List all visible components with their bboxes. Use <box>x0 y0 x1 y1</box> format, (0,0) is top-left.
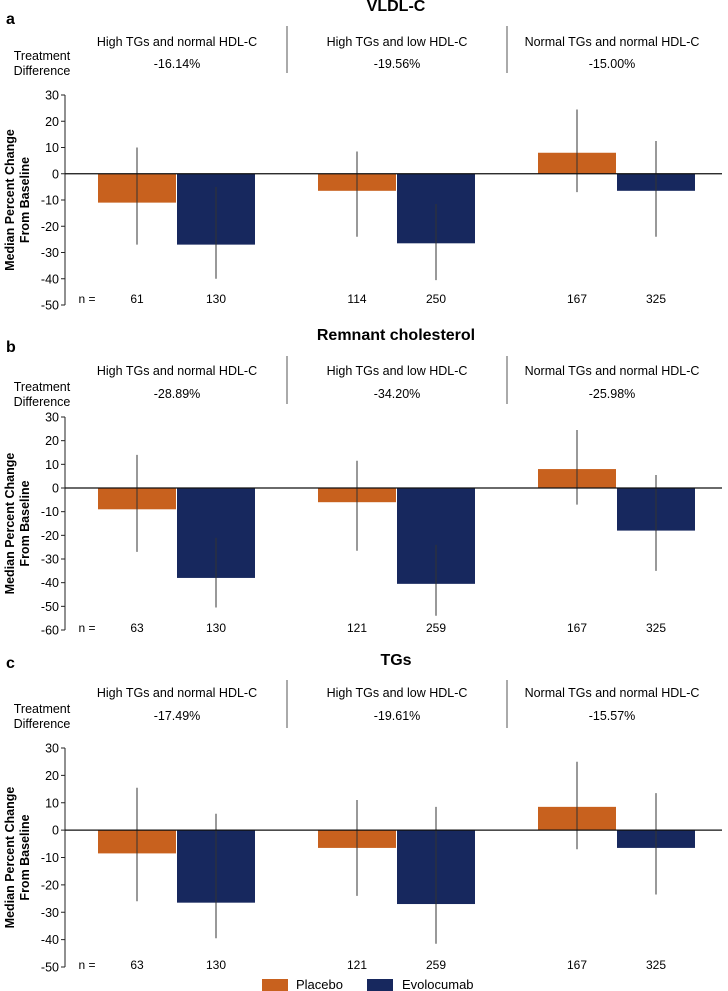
y-tick-label: -20 <box>41 529 59 543</box>
legend-label-placebo: Placebo <box>296 977 343 991</box>
y-tick-label: -40 <box>41 933 59 947</box>
y-tick-label: -20 <box>41 878 59 892</box>
y-tick-label: -60 <box>41 624 59 638</box>
n-count: 130 <box>206 958 226 972</box>
y-tick-label: 20 <box>45 769 59 783</box>
treatment-difference-label: Treatment <box>14 702 71 716</box>
n-count: 121 <box>347 621 367 635</box>
y-tick-label: -50 <box>41 299 59 313</box>
group-header: Normal TGs and normal HDL-C <box>525 364 700 378</box>
legend-swatch-evolocumab <box>367 979 393 991</box>
y-tick-label: 20 <box>45 115 59 129</box>
n-count: 167 <box>567 958 587 972</box>
y-tick-label: -40 <box>41 576 59 590</box>
y-tick-label: 10 <box>45 458 59 472</box>
y-tick-label: 10 <box>45 796 59 810</box>
n-count: 63 <box>130 958 144 972</box>
panel-letter: b <box>6 339 16 356</box>
treatment-difference-label: Difference <box>14 717 71 731</box>
n-count: 325 <box>646 621 666 635</box>
treatment-difference-value: -17.49% <box>154 709 201 723</box>
y-tick-label: 30 <box>45 411 59 425</box>
panel-letter: a <box>6 11 15 28</box>
n-count: 130 <box>206 621 226 635</box>
panel-title: TGs <box>380 652 411 669</box>
y-axis-label: Median Percent Change <box>3 453 17 595</box>
y-axis-label: From Baseline <box>18 157 32 243</box>
y-tick-label: 30 <box>45 89 59 103</box>
treatment-difference-value: -19.56% <box>374 57 421 71</box>
y-axis-label: From Baseline <box>18 480 32 566</box>
treatment-difference-value: -19.61% <box>374 709 421 723</box>
n-count: 259 <box>426 621 446 635</box>
n-count: 167 <box>567 292 587 306</box>
n-count: 167 <box>567 621 587 635</box>
y-tick-label: -10 <box>41 851 59 865</box>
n-count: 259 <box>426 958 446 972</box>
n-count: 325 <box>646 958 666 972</box>
y-tick-label: -50 <box>41 961 59 975</box>
panel-title: Remnant cholesterol <box>317 327 475 344</box>
y-axis-label: Median Percent Change <box>3 787 17 929</box>
n-count: 61 <box>130 292 144 306</box>
panel-letter: c <box>6 655 15 672</box>
n-count: 130 <box>206 292 226 306</box>
y-axis-label: Median Percent Change <box>3 129 17 271</box>
legend: Placebo Evolocumab <box>262 977 474 991</box>
y-tick-label: -30 <box>41 553 59 567</box>
n-count: 325 <box>646 292 666 306</box>
legend-label-evolocumab: Evolocumab <box>402 977 474 991</box>
treatment-difference-value: -34.20% <box>374 387 421 401</box>
treatment-difference-label: Difference <box>14 395 71 409</box>
treatment-difference-value: -15.00% <box>589 57 636 71</box>
panel-title: VLDL-C <box>367 0 426 15</box>
y-tick-label: 30 <box>45 742 59 756</box>
treatment-difference-value: -16.14% <box>154 57 201 71</box>
y-tick-label: -50 <box>41 600 59 614</box>
y-tick-label: -20 <box>41 220 59 234</box>
group-header: High TGs and normal HDL-C <box>97 35 257 49</box>
treatment-difference-label: Treatment <box>14 380 71 394</box>
group-header: High TGs and normal HDL-C <box>97 686 257 700</box>
y-tick-label: -10 <box>41 194 59 208</box>
y-tick-label: 0 <box>52 167 59 181</box>
y-tick-label: -30 <box>41 906 59 920</box>
treatment-difference-value: -25.98% <box>589 387 636 401</box>
treatment-difference-label: Difference <box>14 64 71 78</box>
n-prefix: n = <box>78 292 95 306</box>
group-header: Normal TGs and normal HDL-C <box>525 686 700 700</box>
n-count: 121 <box>347 958 367 972</box>
group-header: High TGs and low HDL-C <box>327 35 468 49</box>
y-tick-label: -30 <box>41 246 59 260</box>
group-header: High TGs and low HDL-C <box>327 364 468 378</box>
y-tick-label: 20 <box>45 434 59 448</box>
n-count: 114 <box>347 292 366 306</box>
n-prefix: n = <box>78 621 95 635</box>
y-tick-label: 0 <box>52 824 59 838</box>
legend-swatch-placebo <box>262 979 288 991</box>
group-header: High TGs and low HDL-C <box>327 686 468 700</box>
group-header: High TGs and normal HDL-C <box>97 364 257 378</box>
group-header: Normal TGs and normal HDL-C <box>525 35 700 49</box>
y-axis-label: From Baseline <box>18 814 32 900</box>
y-tick-label: -10 <box>41 505 59 519</box>
n-count: 63 <box>130 621 144 635</box>
treatment-difference-label: Treatment <box>14 49 71 63</box>
y-tick-label: 10 <box>45 141 59 155</box>
n-count: 250 <box>426 292 446 306</box>
y-tick-label: 0 <box>52 482 59 496</box>
y-tick-label: -40 <box>41 272 59 286</box>
treatment-difference-value: -15.57% <box>589 709 636 723</box>
treatment-difference-value: -28.89% <box>154 387 201 401</box>
n-prefix: n = <box>78 958 95 972</box>
